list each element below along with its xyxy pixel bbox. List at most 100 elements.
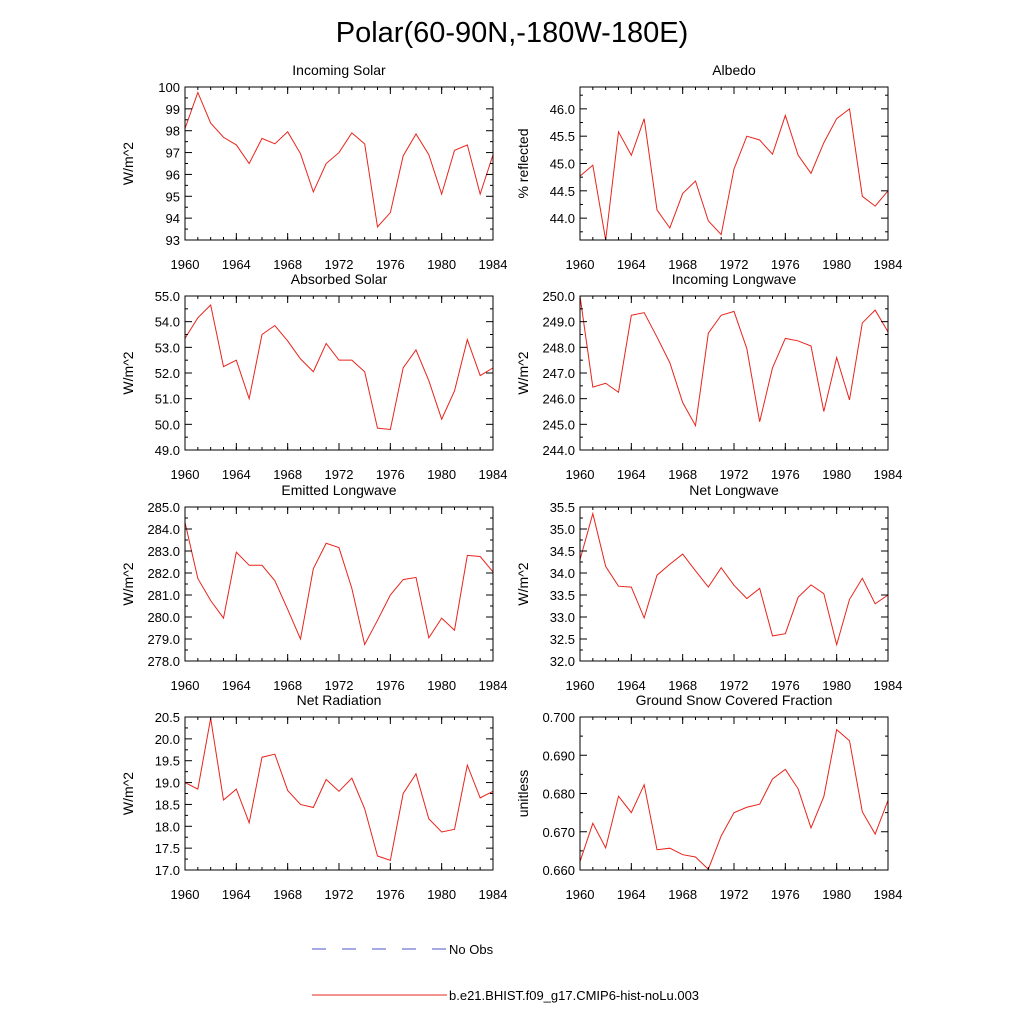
- x-tick-label: 1964: [617, 257, 646, 272]
- y-tick-label: 283.0: [147, 544, 180, 559]
- x-tick-label: 1980: [427, 257, 456, 272]
- panel-title-emitted-longwave: Emitted Longwave: [281, 482, 396, 498]
- legend: No Obs b.e21.BHIST.f09_g17.CMIP6-hist-no…: [312, 942, 699, 1003]
- y-tick-label: 20.0: [155, 732, 180, 747]
- x-tick-label: 1972: [720, 257, 749, 272]
- y-axis-label-incoming-longwave: W/m^2: [515, 351, 531, 394]
- panel-title-absorbed-solar: Absorbed Solar: [291, 271, 388, 287]
- panel-title-ground-snow-covered-fraction: Ground Snow Covered Fraction: [636, 692, 833, 708]
- panel-net-longwave: 1960 1964 1968 1972 1976 1980 1984 32.0 32.5 33.0…: [515, 482, 902, 693]
- x-tick-label: 1984: [479, 678, 508, 693]
- x-tick-label: 1960: [171, 257, 200, 272]
- panel-net-radiation: 1960 1964 1968 1972 1976 1980 1984 17.0 17.5 18.0…: [120, 692, 507, 902]
- y-tick-label: 285.0: [147, 500, 180, 515]
- y-tick-label: 45.0: [550, 157, 575, 172]
- panel-title-net-longwave: Net Longwave: [689, 482, 779, 498]
- y-tick-label: 19.0: [155, 776, 180, 791]
- series-line-net-longwave: [579, 511, 889, 647]
- x-tick-label: 1984: [874, 678, 903, 693]
- y-tick-label: 280.0: [147, 610, 180, 625]
- x-tick-label: 1972: [720, 467, 749, 482]
- x-tick-label: 1964: [222, 467, 251, 482]
- y-tick-label: 247.0: [542, 366, 575, 381]
- x-tick-label: 1980: [822, 887, 851, 902]
- series-line-incoming-solar: [184, 91, 494, 229]
- y-axis-label-albedo: % reflected: [515, 128, 531, 198]
- series-line-net-radiation: [184, 718, 494, 862]
- y-tick-label: 53.0: [155, 340, 180, 355]
- y-axis-label-emitted-longwave: W/m^2: [120, 562, 136, 605]
- y-tick-label: 50.0: [155, 417, 180, 432]
- y-tick-label: 278.0: [147, 654, 180, 669]
- y-tick-label: 0.680: [542, 787, 575, 802]
- y-axis-label-absorbed-solar: W/m^2: [120, 351, 136, 394]
- panel-incoming-longwave: 1960 1964 1968 1972 1976 1980 1984 244.0 245.0 24…: [515, 271, 902, 482]
- x-tick-label: 1984: [479, 467, 508, 482]
- y-tick-label: 34.0: [550, 566, 575, 581]
- panel-emitted-longwave: 1960 1964 1968 1972 1976 1980 1984 278.0 279.0 28…: [120, 482, 507, 693]
- x-tick-label: 1976: [376, 678, 405, 693]
- series-line-absorbed-solar: [184, 303, 494, 431]
- x-tick-label: 1960: [566, 467, 595, 482]
- y-axis-label-net-longwave: W/m^2: [515, 562, 531, 605]
- y-tick-label: 18.5: [155, 797, 180, 812]
- x-tick-label: 1984: [874, 887, 903, 902]
- y-tick-label: 281.0: [147, 588, 180, 603]
- y-tick-label: 54.0: [155, 315, 180, 330]
- y-tick-label: 284.0: [147, 522, 180, 537]
- panel-title-incoming-longwave: Incoming Longwave: [672, 271, 797, 287]
- x-tick-label: 1968: [668, 467, 697, 482]
- y-tick-label: 246.0: [542, 392, 575, 407]
- panel-incoming-solar: 1960 1964 1968 1972 1976 1980 1984 93 94 95 96 97 98…: [120, 62, 507, 272]
- y-tick-label: 100: [158, 80, 180, 95]
- x-tick-label: 1984: [479, 887, 508, 902]
- x-tick-label: 1972: [325, 257, 354, 272]
- y-axis-label-net-radiation: W/m^2: [120, 772, 136, 815]
- x-tick-label: 1976: [376, 467, 405, 482]
- series-line-emitted-longwave: [184, 522, 494, 646]
- x-tick-label: 1968: [273, 678, 302, 693]
- y-tick-label: 244.0: [542, 443, 575, 458]
- y-tick-label: 95: [166, 189, 180, 204]
- y-tick-label: 99: [166, 102, 180, 117]
- y-tick-label: 33.0: [550, 610, 575, 625]
- y-tick-label: 279.0: [147, 632, 180, 647]
- y-tick-label: 44.5: [550, 184, 575, 199]
- x-tick-label: 1964: [222, 678, 251, 693]
- y-tick-label: 32.5: [550, 632, 575, 647]
- y-tick-label: 34.5: [550, 544, 575, 559]
- y-tick-label: 248.0: [542, 340, 575, 355]
- x-tick-label: 1960: [171, 887, 200, 902]
- y-tick-label: 35.5: [550, 500, 575, 515]
- y-tick-label: 96: [166, 167, 180, 182]
- y-tick-label: 282.0: [147, 566, 180, 581]
- y-tick-label: 250.0: [542, 289, 575, 304]
- plot-frame-incoming-solar: [184, 86, 494, 241]
- y-axis-label-ground-snow-covered-fraction: unitless: [515, 770, 531, 817]
- x-tick-label: 1964: [222, 257, 251, 272]
- y-axis-label-incoming-solar: W/m^2: [120, 142, 136, 185]
- x-tick-label: 1976: [771, 887, 800, 902]
- y-tick-label: 93: [166, 233, 180, 248]
- x-tick-label: 1976: [376, 887, 405, 902]
- x-tick-label: 1960: [566, 257, 595, 272]
- y-tick-label: 18.0: [155, 819, 180, 834]
- y-tick-label: 98: [166, 124, 180, 139]
- y-tick-label: 55.0: [155, 289, 180, 304]
- x-tick-label: 1960: [171, 678, 200, 693]
- x-tick-label: 1964: [617, 467, 646, 482]
- y-tick-label: 0.700: [542, 710, 575, 725]
- y-tick-label: 97: [166, 146, 180, 161]
- x-tick-label: 1976: [771, 678, 800, 693]
- x-tick-label: 1972: [325, 678, 354, 693]
- panel-ground-snow-covered-fraction: 1960 1964 1968 1972 1976 1980 1984 0.660 0.670 0.…: [515, 692, 902, 902]
- x-tick-label: 1972: [325, 467, 354, 482]
- x-tick-label: 1976: [376, 257, 405, 272]
- x-tick-label: 1960: [171, 467, 200, 482]
- series-line-albedo: [579, 107, 889, 241]
- y-tick-label: 0.660: [542, 863, 575, 878]
- x-tick-label: 1960: [566, 678, 595, 693]
- panel-title-net-radiation: Net Radiation: [297, 692, 382, 708]
- y-tick-label: 245.0: [542, 417, 575, 432]
- x-tick-label: 1980: [427, 467, 456, 482]
